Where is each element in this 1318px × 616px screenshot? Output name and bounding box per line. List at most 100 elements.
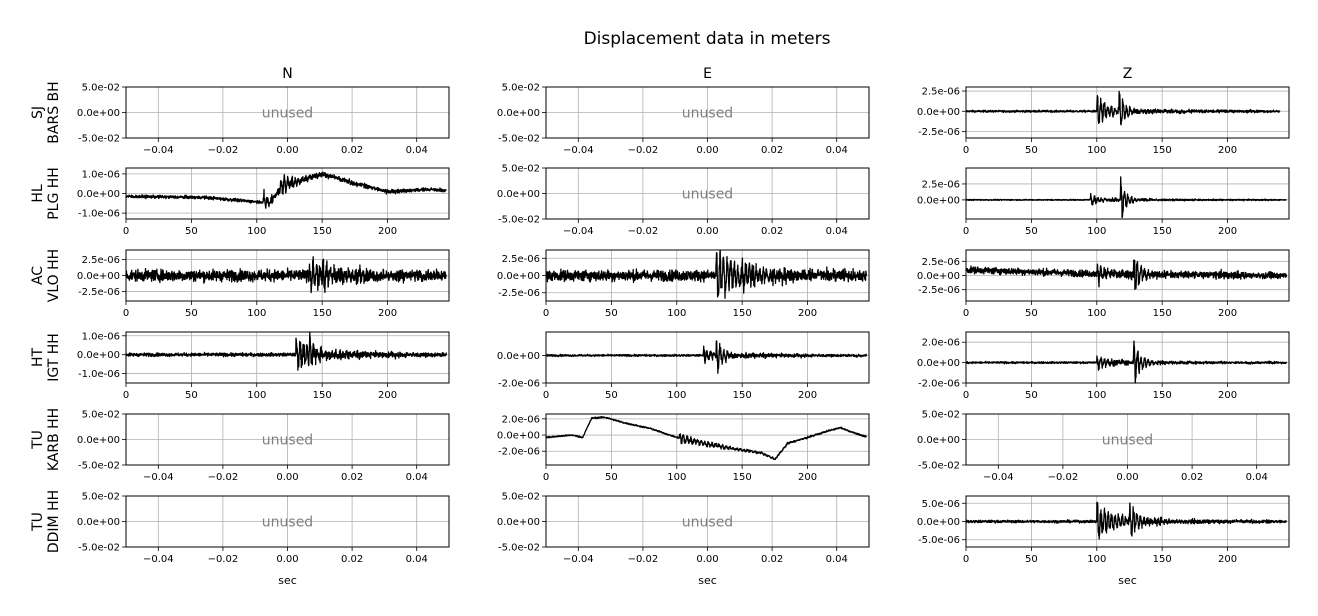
x-tick-label: 100	[667, 390, 686, 401]
row-label-1: HL PLG HH	[30, 167, 62, 220]
y-tick-label: 5.0e-02	[502, 83, 540, 94]
row-network-label: TU	[30, 430, 46, 450]
x-tick-label: 50	[605, 390, 618, 401]
row-network-label: HT	[30, 348, 46, 368]
y-tick-label: 0.0e+00	[77, 271, 120, 282]
y-tick-label: 0.0e+00	[497, 351, 540, 362]
y-tick-label: 5.0e-02	[82, 492, 120, 503]
row-network-label: SJ	[30, 106, 46, 119]
x-tick-label: 0.02	[761, 145, 783, 156]
y-tick-label: 0.0e+00	[77, 350, 120, 361]
x-axis-labels: sec sec sec	[278, 574, 1137, 587]
y-tick-label: -2.0e-06	[498, 447, 540, 458]
x-tick-label: 150	[733, 472, 752, 483]
x-tick-label: 50	[605, 308, 618, 319]
trace-line	[965, 340, 1288, 384]
unused-label: unused	[262, 106, 313, 122]
panel-r0-c2: 0 50 100 150 200 2.5e-06 0.0e+00 -2.5e-06	[917, 86, 1290, 156]
y-tick-label: 0.0e+00	[497, 431, 540, 442]
y-tick-label: 5.0e-02	[502, 164, 540, 175]
axes-frame	[545, 331, 870, 384]
trace-line	[545, 340, 868, 374]
x-tick-label: 150	[733, 390, 752, 401]
x-tick-label: 0	[963, 226, 969, 237]
x-tick-label: 200	[378, 308, 397, 319]
y-tick-label: 0.0e+00	[917, 271, 960, 282]
x-tick-label: 0.04	[826, 554, 848, 565]
x-tick-label: 0	[963, 145, 969, 156]
x-tick-label: 0	[123, 226, 129, 237]
y-tick-label: 5.0e-06	[922, 499, 960, 510]
x-tick-label: 50	[1025, 554, 1038, 565]
x-tick-label: 100	[667, 308, 686, 319]
x-tick-label: 0.00	[1116, 472, 1138, 483]
x-tick-label: −0.02	[1048, 472, 1079, 483]
y-tick-label: 0.0e+00	[497, 189, 540, 200]
y-tick-label: 0.0e+00	[497, 271, 540, 282]
x-tick-label: 0	[963, 308, 969, 319]
y-tick-label: -1.0e-06	[78, 369, 120, 380]
x-tick-label: 100	[247, 390, 266, 401]
panel-r1-c0: 0 50 100 150 200 1.0e-06 0.0e+00 -1.0e-06	[77, 167, 450, 237]
x-tick-label: −0.04	[563, 554, 594, 565]
axes-frame	[965, 167, 1290, 220]
panel-r0-c1: unused −0.04 −0.02 0.00 0.02 0.04 5.0e-02 0.0e+…	[497, 83, 870, 156]
row-label-5: TU DDIM HH	[30, 490, 62, 553]
x-tick-label: 0.02	[1181, 472, 1203, 483]
y-tick-label: 2.5e-06	[922, 87, 960, 98]
x-tick-label: 100	[1087, 390, 1106, 401]
x-tick-label: 0.04	[406, 554, 428, 565]
x-tick-label: 50	[185, 390, 198, 401]
x-tick-label: 200	[1218, 145, 1237, 156]
y-tick-label: 0.0e+00	[917, 195, 960, 206]
x-tick-label: 0	[543, 390, 549, 401]
row-network-label: HL	[30, 184, 46, 203]
x-tick-label: 200	[1218, 226, 1237, 237]
x-tick-label: 0.04	[406, 472, 428, 483]
y-tick-label: -5.0e-02	[918, 461, 960, 472]
y-tick-label: 0.0e+00	[77, 435, 120, 446]
x-tick-label: 200	[1218, 308, 1237, 319]
unused-label: unused	[682, 106, 733, 122]
x-tick-label: 100	[247, 226, 266, 237]
x-axis-label: sec	[1118, 574, 1137, 587]
x-tick-label: 150	[313, 226, 332, 237]
x-tick-label: 0.00	[276, 554, 298, 565]
y-tick-label: 0.0e+00	[917, 107, 960, 118]
axes-frame	[545, 413, 870, 466]
panel-r3-c2: 0 50 100 150 200 2.0e-06 0.0e+00 -2.0e-06	[917, 331, 1290, 401]
y-tick-label: 0.0e+00	[917, 358, 960, 369]
x-tick-label: 50	[1025, 145, 1038, 156]
y-tick-label: 0.0e+00	[497, 108, 540, 119]
x-tick-label: −0.04	[563, 145, 594, 156]
row-network-label: TU	[30, 512, 46, 532]
y-tick-label: 1.0e-06	[82, 331, 120, 342]
row-station-label: PLG HH	[46, 167, 62, 220]
x-tick-label: 150	[313, 308, 332, 319]
x-tick-label: 50	[605, 472, 618, 483]
x-tick-label: 50	[1025, 390, 1038, 401]
x-tick-label: 50	[185, 308, 198, 319]
unused-label: unused	[262, 515, 313, 531]
row-label-4: TU KARB HH	[30, 408, 62, 471]
x-tick-label: −0.02	[628, 226, 659, 237]
y-tick-label: 0.0e+00	[77, 517, 120, 528]
x-tick-label: 200	[1218, 554, 1237, 565]
x-tick-label: 100	[1087, 554, 1106, 565]
x-tick-label: 0	[543, 308, 549, 319]
axes-frame	[965, 331, 1290, 384]
x-tick-label: 0	[963, 390, 969, 401]
y-tick-label: 2.5e-06	[922, 257, 960, 268]
y-tick-label: 2.5e-06	[502, 254, 540, 265]
y-tick-label: 1.0e-06	[82, 169, 120, 180]
x-tick-label: 50	[1025, 226, 1038, 237]
x-tick-label: 0.00	[696, 145, 718, 156]
x-tick-label: 200	[1218, 390, 1237, 401]
row-station-label: VLO HH	[46, 249, 62, 302]
row-station-label: DDIM HH	[46, 490, 62, 553]
x-tick-label: 150	[313, 390, 332, 401]
x-tick-label: 0.02	[341, 145, 363, 156]
x-tick-label: 150	[1153, 145, 1172, 156]
panels: unused −0.04 −0.02 0.00 0.02 0.04 5.0e-02 0.0e+…	[77, 83, 1290, 565]
x-tick-label: 0.00	[276, 472, 298, 483]
